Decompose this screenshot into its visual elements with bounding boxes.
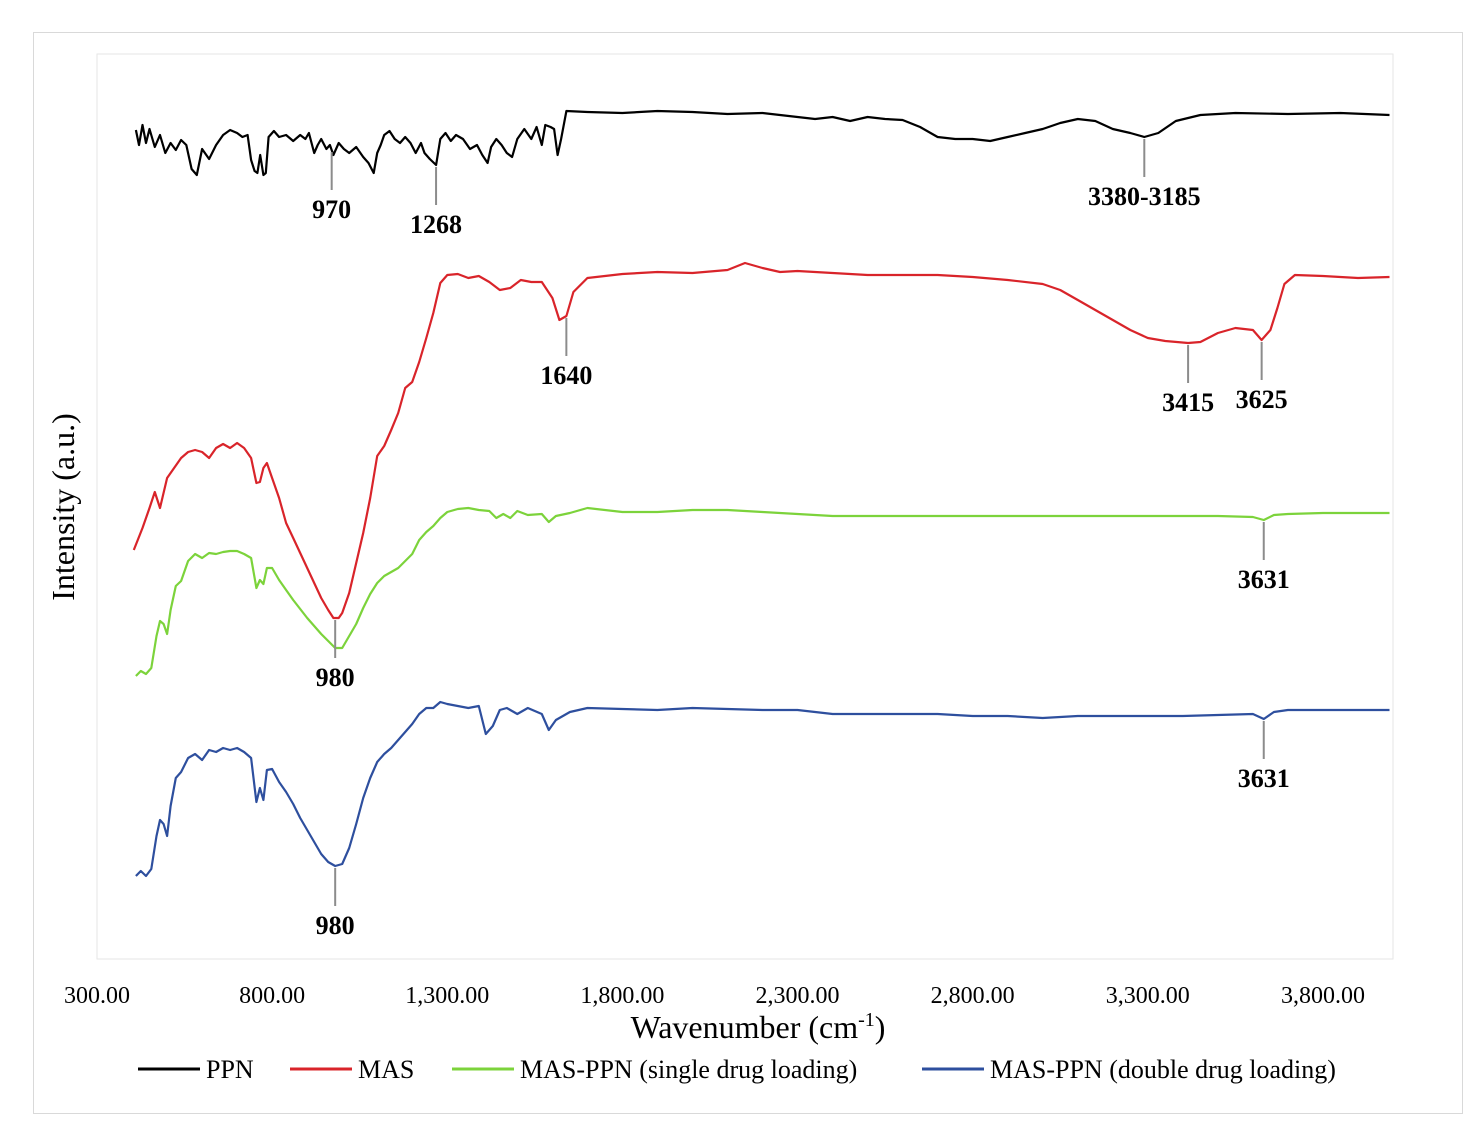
legend-label-ppn: PPN bbox=[206, 1055, 254, 1084]
series-line-mas-ppn-single-drug-loading bbox=[135, 506, 1390, 677]
annotation-label-3380-3185: 3380-3185 bbox=[1088, 182, 1201, 211]
series-layer bbox=[132, 109, 1390, 878]
annotation-label-3625: 3625 bbox=[1236, 385, 1288, 414]
annotation-label-3415: 3415 bbox=[1162, 388, 1214, 417]
x-tick-label: 2,300.00 bbox=[756, 983, 840, 1009]
legend-label-mas-ppn-double-drug-loading: MAS-PPN (double drug loading) bbox=[990, 1055, 1336, 1084]
x-tick-label: 3,800.00 bbox=[1281, 983, 1365, 1009]
chart-frame bbox=[33, 32, 1463, 1114]
x-tick-label: 300.00 bbox=[64, 983, 130, 1009]
x-axis-title-end: ) bbox=[875, 1009, 886, 1045]
x-tick-label: 1,300.00 bbox=[405, 983, 489, 1009]
x-axis-title-sup: -1 bbox=[858, 1009, 875, 1031]
x-tick-label: 2,800.00 bbox=[931, 983, 1015, 1009]
annotation-label-980: 980 bbox=[316, 911, 355, 940]
annotation-label-970: 970 bbox=[312, 195, 351, 224]
annotation-label-980: 980 bbox=[316, 663, 355, 692]
annotation-layer: 970 1268 3380-3185 980 1640 3415 3625 3631 980 36… bbox=[312, 139, 1290, 940]
annotation-label-1640: 1640 bbox=[540, 361, 592, 390]
x-tick-labels: 300.00 800.00 1,300.00 1,800.00 2,300.00 2,80… bbox=[64, 983, 1365, 1009]
series-line-mas-ppn-double-drug-loading bbox=[135, 700, 1390, 878]
x-tick-label: 3,300.00 bbox=[1106, 983, 1190, 1009]
x-tick-label: 800.00 bbox=[239, 983, 305, 1009]
series-line-ppn bbox=[134, 109, 1390, 177]
annotation-label-1268: 1268 bbox=[410, 210, 462, 239]
x-tick-label: 1,800.00 bbox=[580, 983, 664, 1009]
x-axis-title: Wavenumber (cm-1) bbox=[631, 1009, 886, 1045]
x-axis-title-main: Wavenumber (cm bbox=[631, 1009, 859, 1045]
plot-area-border bbox=[96, 53, 1394, 960]
legend-label-mas: MAS bbox=[358, 1055, 414, 1084]
legend: PPN MAS MAS-PPN (single drug loading) MAS-P… bbox=[138, 1055, 1336, 1084]
annotation-label-3631: 3631 bbox=[1238, 764, 1290, 793]
series-line-mas bbox=[132, 261, 1390, 620]
y-axis-title: Intensity (a.u.) bbox=[45, 413, 81, 601]
legend-label-mas-ppn-single-drug-loading: MAS-PPN (single drug loading) bbox=[520, 1055, 857, 1084]
annotation-label-3631: 3631 bbox=[1238, 565, 1290, 594]
